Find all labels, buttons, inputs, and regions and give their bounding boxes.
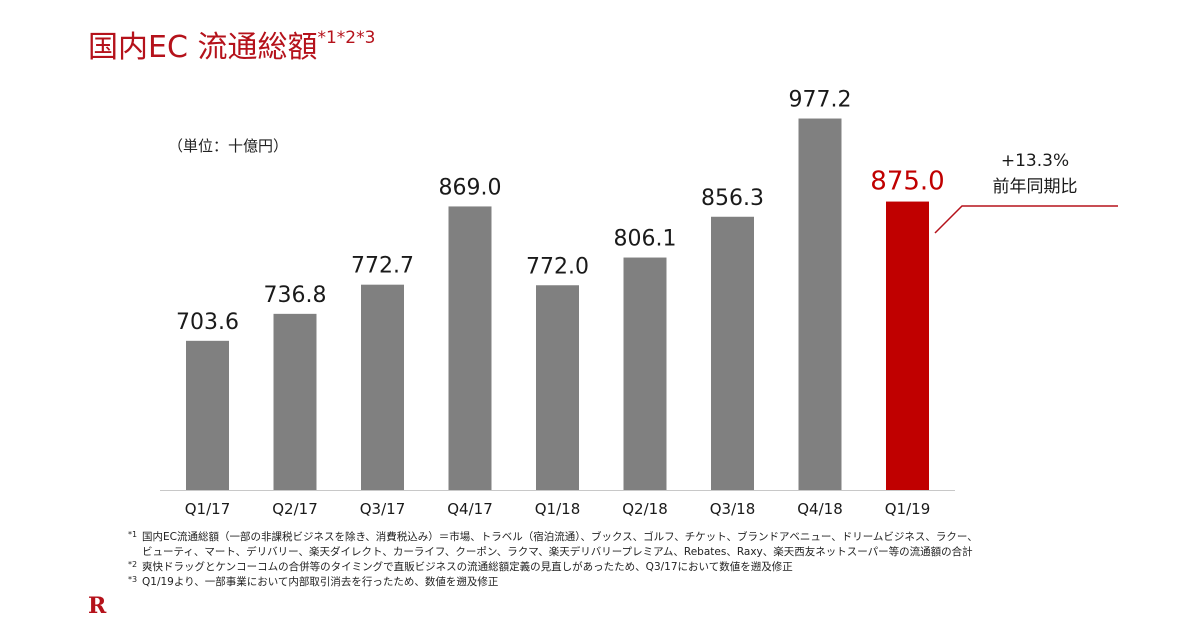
category-label-Q2/17: Q2/17: [272, 500, 318, 518]
value-label-Q3/17: 772.7: [351, 254, 414, 279]
category-label-Q2/18: Q2/18: [622, 500, 668, 518]
value-label-Q1/18: 772.0: [526, 254, 589, 279]
value-label-Q2/18: 806.1: [614, 227, 677, 252]
value-label-Q4/17: 869.0: [439, 175, 502, 200]
page-title: 国内EC 流通総額*1*2*3: [88, 22, 375, 66]
bar-Q1/17: [186, 340, 229, 490]
category-label-Q4/18: Q4/18: [797, 500, 843, 518]
footnote-1: *1 国内EC流通総額（一部の非課税ビジネスを除き、消費税込み）＝市場、トラベル（…: [128, 530, 978, 543]
category-label-Q4/17: Q4/17: [447, 500, 493, 518]
bar-Q3/17: [361, 284, 404, 490]
title-footnote-marks: *1*2*3: [317, 28, 376, 48]
footnote-1-cont: ビューティ、マート、デリバリー、楽天ダイレクト、カーライフ、クーポン、ラクマ、楽…: [142, 546, 973, 558]
value-label-Q2/17: 736.8: [264, 283, 327, 308]
category-label-Q1/17: Q1/17: [185, 500, 231, 518]
bar-Q1/19: [886, 201, 929, 490]
bar-Q4/18: [798, 118, 842, 491]
footnote-3: *3 Q1/19より、一部事業において内部取引消去を行ったため、数値を遡及修正: [128, 575, 499, 588]
bar-Q3/18: [711, 216, 754, 490]
callout-line: [934, 205, 1118, 234]
category-label-Q1/19: Q1/19: [885, 500, 931, 518]
value-label-Q1/17: 703.6: [176, 310, 239, 335]
bar-Q4/17: [448, 206, 492, 490]
yoy-label: 前年同期比: [993, 177, 1078, 197]
bar-Q1/18: [536, 285, 579, 490]
bar-Q2/18: [623, 257, 667, 490]
rakuten-logo: R: [88, 593, 107, 619]
value-label-Q1/19: 875.0: [870, 167, 944, 197]
footnote-2: *2 爽快ドラッグとケンコーコムの合併等のタイミングで直販ビジネスの流通総額定義の…: [128, 560, 793, 573]
category-label-Q3/18: Q3/18: [710, 500, 756, 518]
footnotes: *1 国内EC流通総額（一部の非課税ビジネスを除き、消費税込み）＝市場、トラベル（…: [128, 530, 978, 590]
value-label-Q4/18: 977.2: [789, 88, 852, 113]
unit-label: （単位：十億円）: [168, 137, 289, 155]
category-label-Q1/18: Q1/18: [535, 500, 581, 518]
bar-chart: 703.6 Q1/17 736.8 Q2/17 772.7 Q3/17 869.0 Q4/17…: [160, 88, 1118, 518]
category-label-Q3/17: Q3/17: [360, 500, 406, 518]
growth-rate-label: +13.3%: [1001, 151, 1069, 171]
value-label-Q3/18: 856.3: [701, 186, 764, 211]
bar-Q2/17: [273, 313, 317, 490]
title-main: 国内EC 流通総額: [88, 30, 318, 65]
